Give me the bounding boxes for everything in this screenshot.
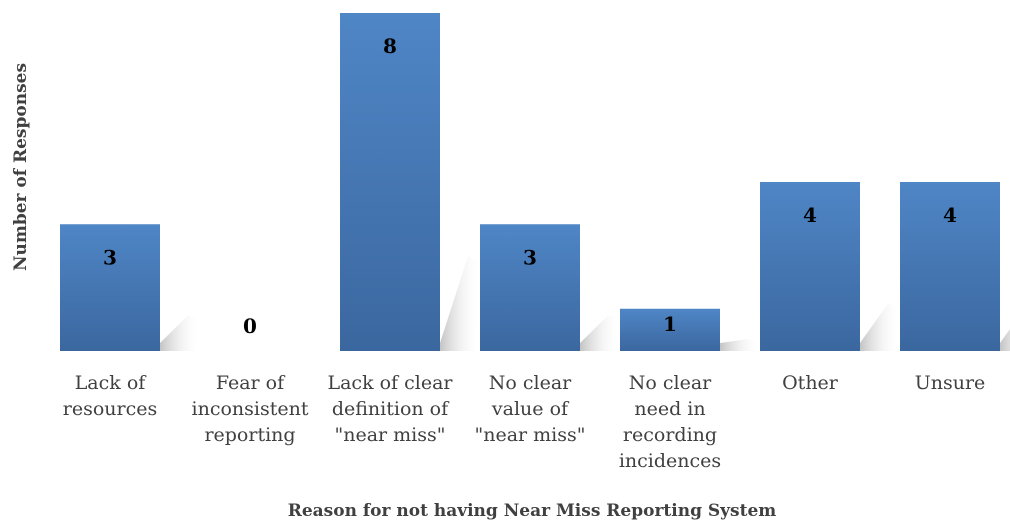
x-axis-title: Reason for not having Near Miss Reportin… [288, 501, 777, 521]
bar-shadow [580, 315, 620, 351]
data-label: 3 [523, 245, 537, 269]
y-axis-title: Number of Responses [11, 63, 31, 271]
data-label: 4 [943, 203, 957, 227]
data-labels: 3 0 8 3 1 4 4 [103, 34, 957, 338]
x-tick-label: Lack of resources [63, 372, 157, 420]
data-label: 1 [663, 312, 677, 336]
x-tick-labels: Lack of resources Fear of inconsistent repor… [63, 372, 986, 472]
x-tick-label: Fear of inconsistent reporting [192, 372, 309, 446]
data-label: 8 [383, 34, 397, 58]
bar [480, 224, 580, 351]
bar-shadows [160, 256, 1010, 351]
x-tick-label: Other [782, 372, 839, 394]
x-tick-label: No clear value of "near miss" [474, 372, 585, 446]
bar-shadow [440, 256, 480, 351]
bar [60, 224, 160, 351]
data-label: 4 [803, 203, 817, 227]
x-tick-label: Lack of clear definition of "near miss" [327, 372, 453, 446]
x-tick-label: Unsure [915, 372, 986, 394]
data-label: 3 [103, 245, 117, 269]
bars [60, 13, 1000, 351]
bar [340, 13, 440, 351]
x-tick-label: No clear need in recording incidences [619, 372, 721, 472]
data-label: 0 [243, 314, 257, 338]
bar [620, 308, 720, 351]
bar [760, 182, 860, 351]
bar-shadow [720, 339, 760, 351]
bar-shadow [160, 315, 200, 351]
bar [900, 182, 1000, 351]
bar-shadow [860, 303, 900, 351]
bar-shadow [1000, 328, 1010, 351]
